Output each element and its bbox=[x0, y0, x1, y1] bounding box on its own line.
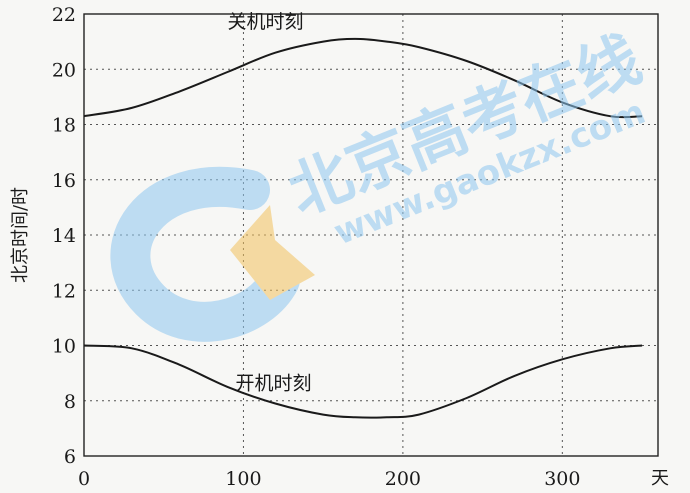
annotation-label: 开机时刻 bbox=[235, 373, 311, 395]
series-lines bbox=[83, 37, 643, 419]
y-tick-label: 14 bbox=[52, 225, 76, 247]
watermark-logo-chevron bbox=[230, 205, 315, 300]
y-tick-label: 12 bbox=[52, 280, 76, 302]
series-line-0 bbox=[83, 37, 643, 119]
x-axis-label: 天 bbox=[651, 468, 669, 489]
gridlines bbox=[84, 14, 658, 456]
watermark: 北京高考在线 www.gaokzx.com bbox=[110, 22, 651, 342]
y-tick-labels: 6 8 10 12 14 16 18 20 22 bbox=[52, 4, 76, 468]
x-tick-labels: 0 100 200 300 bbox=[78, 468, 581, 490]
watermark-logo-arc bbox=[110, 166, 300, 342]
y-tick-label: 20 bbox=[52, 59, 76, 81]
y-tick-label: 10 bbox=[52, 336, 76, 358]
y-tick-label: 16 bbox=[52, 170, 76, 192]
x-tick-label: 200 bbox=[385, 468, 421, 490]
x-tick-label: 300 bbox=[544, 468, 580, 490]
annotation-label: 关机时刻 bbox=[228, 11, 304, 33]
y-tick-label: 22 bbox=[52, 4, 76, 26]
y-axis-label: 北京时间/时 bbox=[10, 187, 31, 283]
y-tick-label: 18 bbox=[52, 115, 76, 137]
x-tick-label: 0 bbox=[78, 468, 90, 490]
y-tick-label: 8 bbox=[64, 391, 76, 413]
series-line-1 bbox=[83, 344, 643, 419]
plot-frame bbox=[83, 13, 659, 457]
y-tick-label: 6 bbox=[64, 446, 76, 468]
x-tick-label: 100 bbox=[225, 468, 261, 490]
